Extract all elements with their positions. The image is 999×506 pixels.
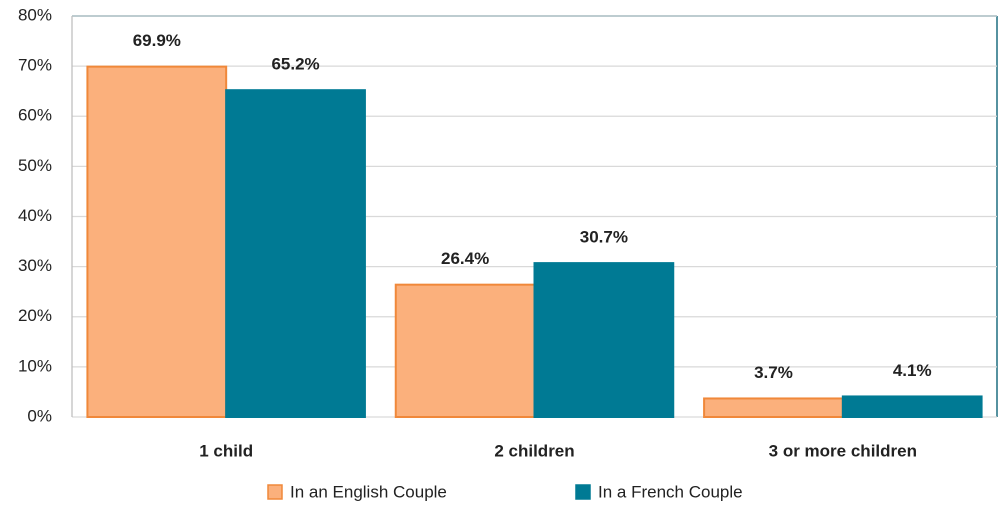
y-tick-label: 10% bbox=[18, 356, 52, 375]
y-tick-label: 60% bbox=[18, 106, 52, 125]
legend-swatch bbox=[575, 484, 591, 500]
y-tick-label: 50% bbox=[18, 156, 52, 175]
legend-label: In an English Couple bbox=[290, 482, 447, 501]
value-label: 4.1% bbox=[893, 361, 932, 380]
legend-swatch bbox=[267, 484, 283, 500]
bar bbox=[225, 89, 366, 418]
y-tick-label: 20% bbox=[18, 306, 52, 325]
y-tick-label: 70% bbox=[18, 56, 52, 75]
value-label: 30.7% bbox=[580, 228, 628, 247]
legend-label: In a French Couple bbox=[598, 482, 743, 501]
y-tick-label: 30% bbox=[18, 256, 52, 275]
x-tick-label: 3 or more children bbox=[769, 441, 917, 460]
value-label: 65.2% bbox=[271, 55, 319, 74]
x-tick-label: 1 child bbox=[199, 441, 253, 460]
y-tick-label: 0% bbox=[27, 406, 52, 425]
value-label: 26.4% bbox=[441, 249, 489, 268]
bar bbox=[86, 65, 228, 418]
x-tick-label: 2 children bbox=[494, 441, 574, 460]
bar bbox=[533, 262, 675, 418]
y-tick-label: 40% bbox=[18, 206, 52, 225]
bar bbox=[703, 397, 844, 418]
value-label: 69.9% bbox=[133, 31, 181, 50]
value-label: 3.7% bbox=[754, 363, 793, 382]
bar bbox=[394, 283, 536, 419]
y-tick-label: 80% bbox=[18, 5, 52, 24]
bar bbox=[841, 395, 983, 419]
